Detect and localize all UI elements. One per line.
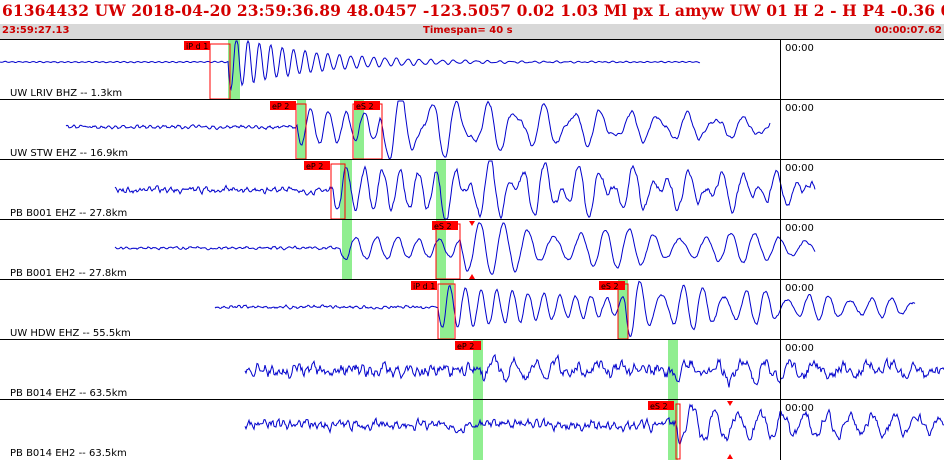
pick-window [473,400,483,460]
trace-panel[interactable]: eP 2 00:00 PB B014 EHZ -- 63.5km [0,339,944,400]
channel-label: PB B014 EHZ -- 63.5km [10,388,128,399]
waveform [244,353,944,388]
time-tick-line [780,340,781,400]
time-tick-label: 00:00 [785,43,814,54]
time-tick-line [780,400,781,460]
trace-panel[interactable]: eP 2 eS 2 00:00 UW STW EHZ -- 16.9km [0,99,944,160]
trace-panel[interactable]: eS 2 00:00 PB B001 EH2 -- 27.8km [0,219,944,280]
event-summary-title: 61364432 UW 2018-04-20 23:59:36.89 48.04… [2,1,944,20]
pick-window [342,220,352,280]
waveform [65,100,771,160]
timespan-label: Timespan= 40 s [423,25,513,36]
arrival-marker-bottom [469,274,475,279]
pick-window [618,280,628,340]
pick-window [297,100,306,160]
trace-panel[interactable]: iP d 1 eS 2 00:00 UW HDW EHZ -- 55.5km [0,279,944,340]
time-tick-label: 00:00 [785,343,814,354]
time-tick-label: 00:00 [785,283,814,294]
pick-tag[interactable]: eS 2 [354,101,380,111]
pick-window [228,40,240,100]
pick-window [436,220,446,280]
pick-tag[interactable]: eS 2 [432,221,458,231]
pick-tag-label: eS 2 [650,402,668,411]
pick-marker [675,403,681,460]
pick-tag-label: eS 2 [434,222,452,231]
event-header: 61364432 UW 2018-04-20 23:59:36.89 48.04… [0,0,944,24]
pick-tag-label: eP 2 [306,162,323,171]
arrival-marker-top [469,221,475,226]
waveform [114,160,816,220]
channel-label: UW STW EHZ -- 16.9km [10,148,128,159]
pick-tag-label: eP 2 [457,342,474,351]
trace-plot: iP d 1 eS 2 [214,280,916,340]
time-tick-line [780,280,781,340]
trace-plot: eP 2 [114,160,816,220]
pick-window [440,280,454,340]
waveform [0,40,701,92]
trace-plot: eP 2 [244,340,944,400]
arrival-marker-bottom [727,454,733,459]
pick-marker [209,43,231,100]
time-tick-line [780,160,781,220]
time-tick-label: 00:00 [785,103,814,114]
time-tick-label: 00:00 [785,223,814,234]
pick-tag[interactable]: iP d 1 [184,41,210,51]
time-tick-line [780,100,781,160]
channel-label: UW HDW EHZ -- 55.5km [10,328,131,339]
pick-window [436,160,446,220]
pick-tag-label: iP d 1 [186,42,208,51]
pick-window [473,340,483,400]
time-tick-label: 00:00 [785,163,814,174]
time-tick-line [780,220,781,280]
pick-window [668,340,678,400]
channel-label: UW LRIV BHZ -- 1.3km [10,88,123,99]
trace-plot: iP d 1 [0,40,701,100]
pick-tag[interactable]: eS 2 [648,401,674,411]
pick-tag[interactable]: eP 2 [455,341,481,351]
waveform [214,280,916,338]
time-tick-line [780,40,781,100]
pick-tag-label: eP 2 [272,102,289,111]
trace-panel[interactable]: iP d 1 00:00 UW LRIV BHZ -- 1.3km [0,39,944,100]
time-tick-label: 00:00 [785,403,814,414]
pick-tag[interactable]: iP d 1 [411,281,437,291]
trace-plot: eS 2 [244,400,944,460]
waveform [244,403,944,446]
pick-tag-label: eS 2 [356,102,374,111]
trace-plot: eP 2 eS 2 [65,100,771,160]
trace-panel[interactable]: eS 2 00:00 PB B014 EH2 -- 63.5km [0,399,944,460]
pick-tag-label: eS 2 [601,282,619,291]
pick-tag[interactable]: eP 2 [270,101,296,111]
waveform [114,222,816,276]
seismogram-traces[interactable]: iP d 1 00:00 UW LRIV BHZ -- 1.3km eP 2 eS 2 0… [0,39,944,460]
pick-tag-label: iP d 1 [413,282,435,291]
channel-label: PB B001 EHZ -- 27.8km [10,208,128,219]
arrival-marker-top [727,401,733,406]
time-bar: 23:59:27.13 Timespan= 40 s 00:00:07.62 [0,24,944,39]
trace-panel[interactable]: eP 2 00:00 PB B001 EHZ -- 27.8km [0,159,944,220]
pick-tag[interactable]: eP 2 [304,161,330,171]
end-time: 00:00:07.62 [874,25,942,36]
pick-window [668,400,678,460]
start-time: 23:59:27.13 [2,25,70,36]
channel-label: PB B014 EH2 -- 63.5km [10,448,127,459]
channel-label: PB B001 EH2 -- 27.8km [10,268,127,279]
pick-tag[interactable]: eS 2 [599,281,625,291]
